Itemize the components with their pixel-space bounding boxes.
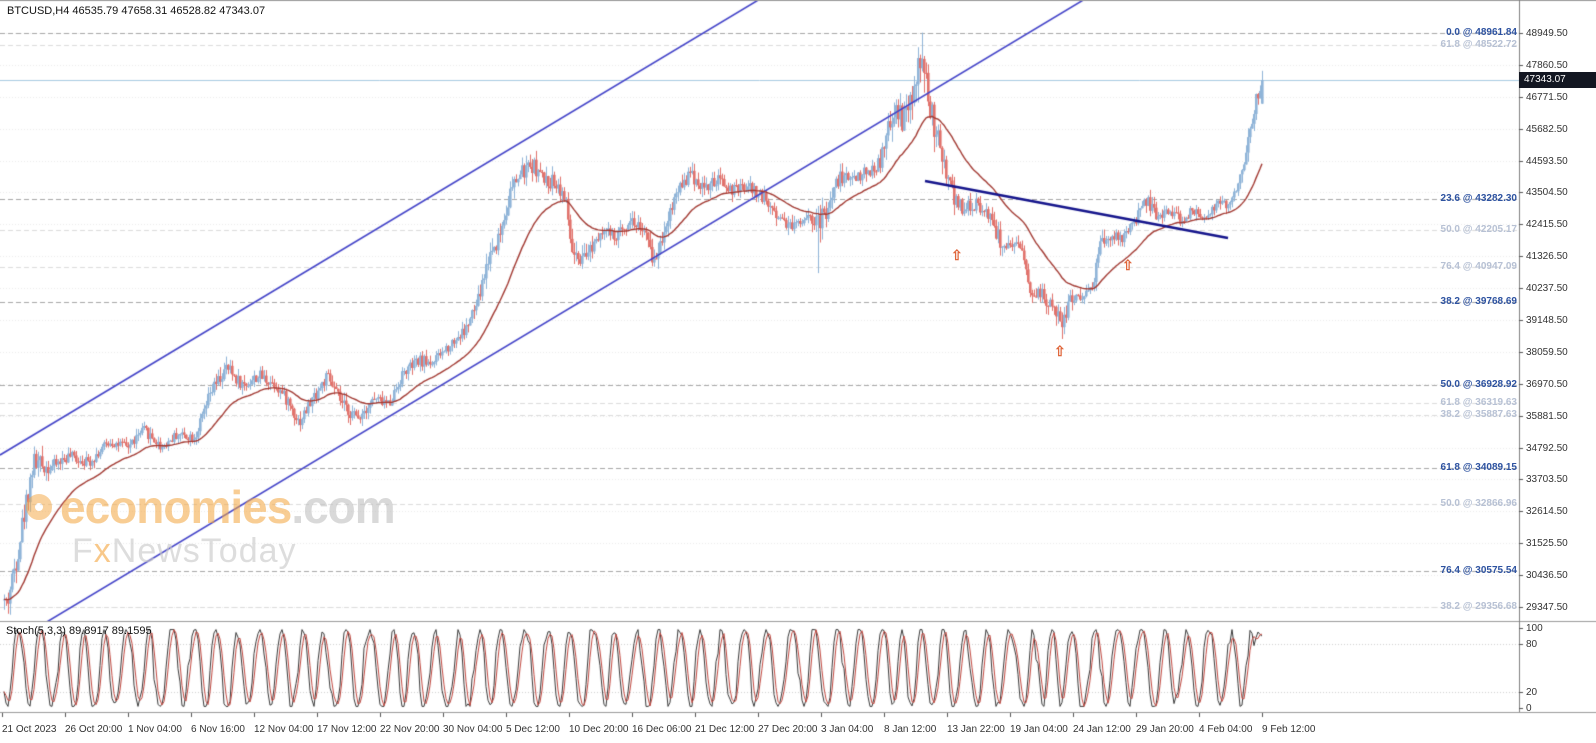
stoch-indicator-label: Stoch(5,3,3) 89.8917 89.1595 [6,625,152,637]
symbol-ohlc-info: BTCUSD,H4 46535.79 47658.31 46528.82 473… [7,5,266,17]
current-price-badge: 47343.07 [1519,72,1596,88]
